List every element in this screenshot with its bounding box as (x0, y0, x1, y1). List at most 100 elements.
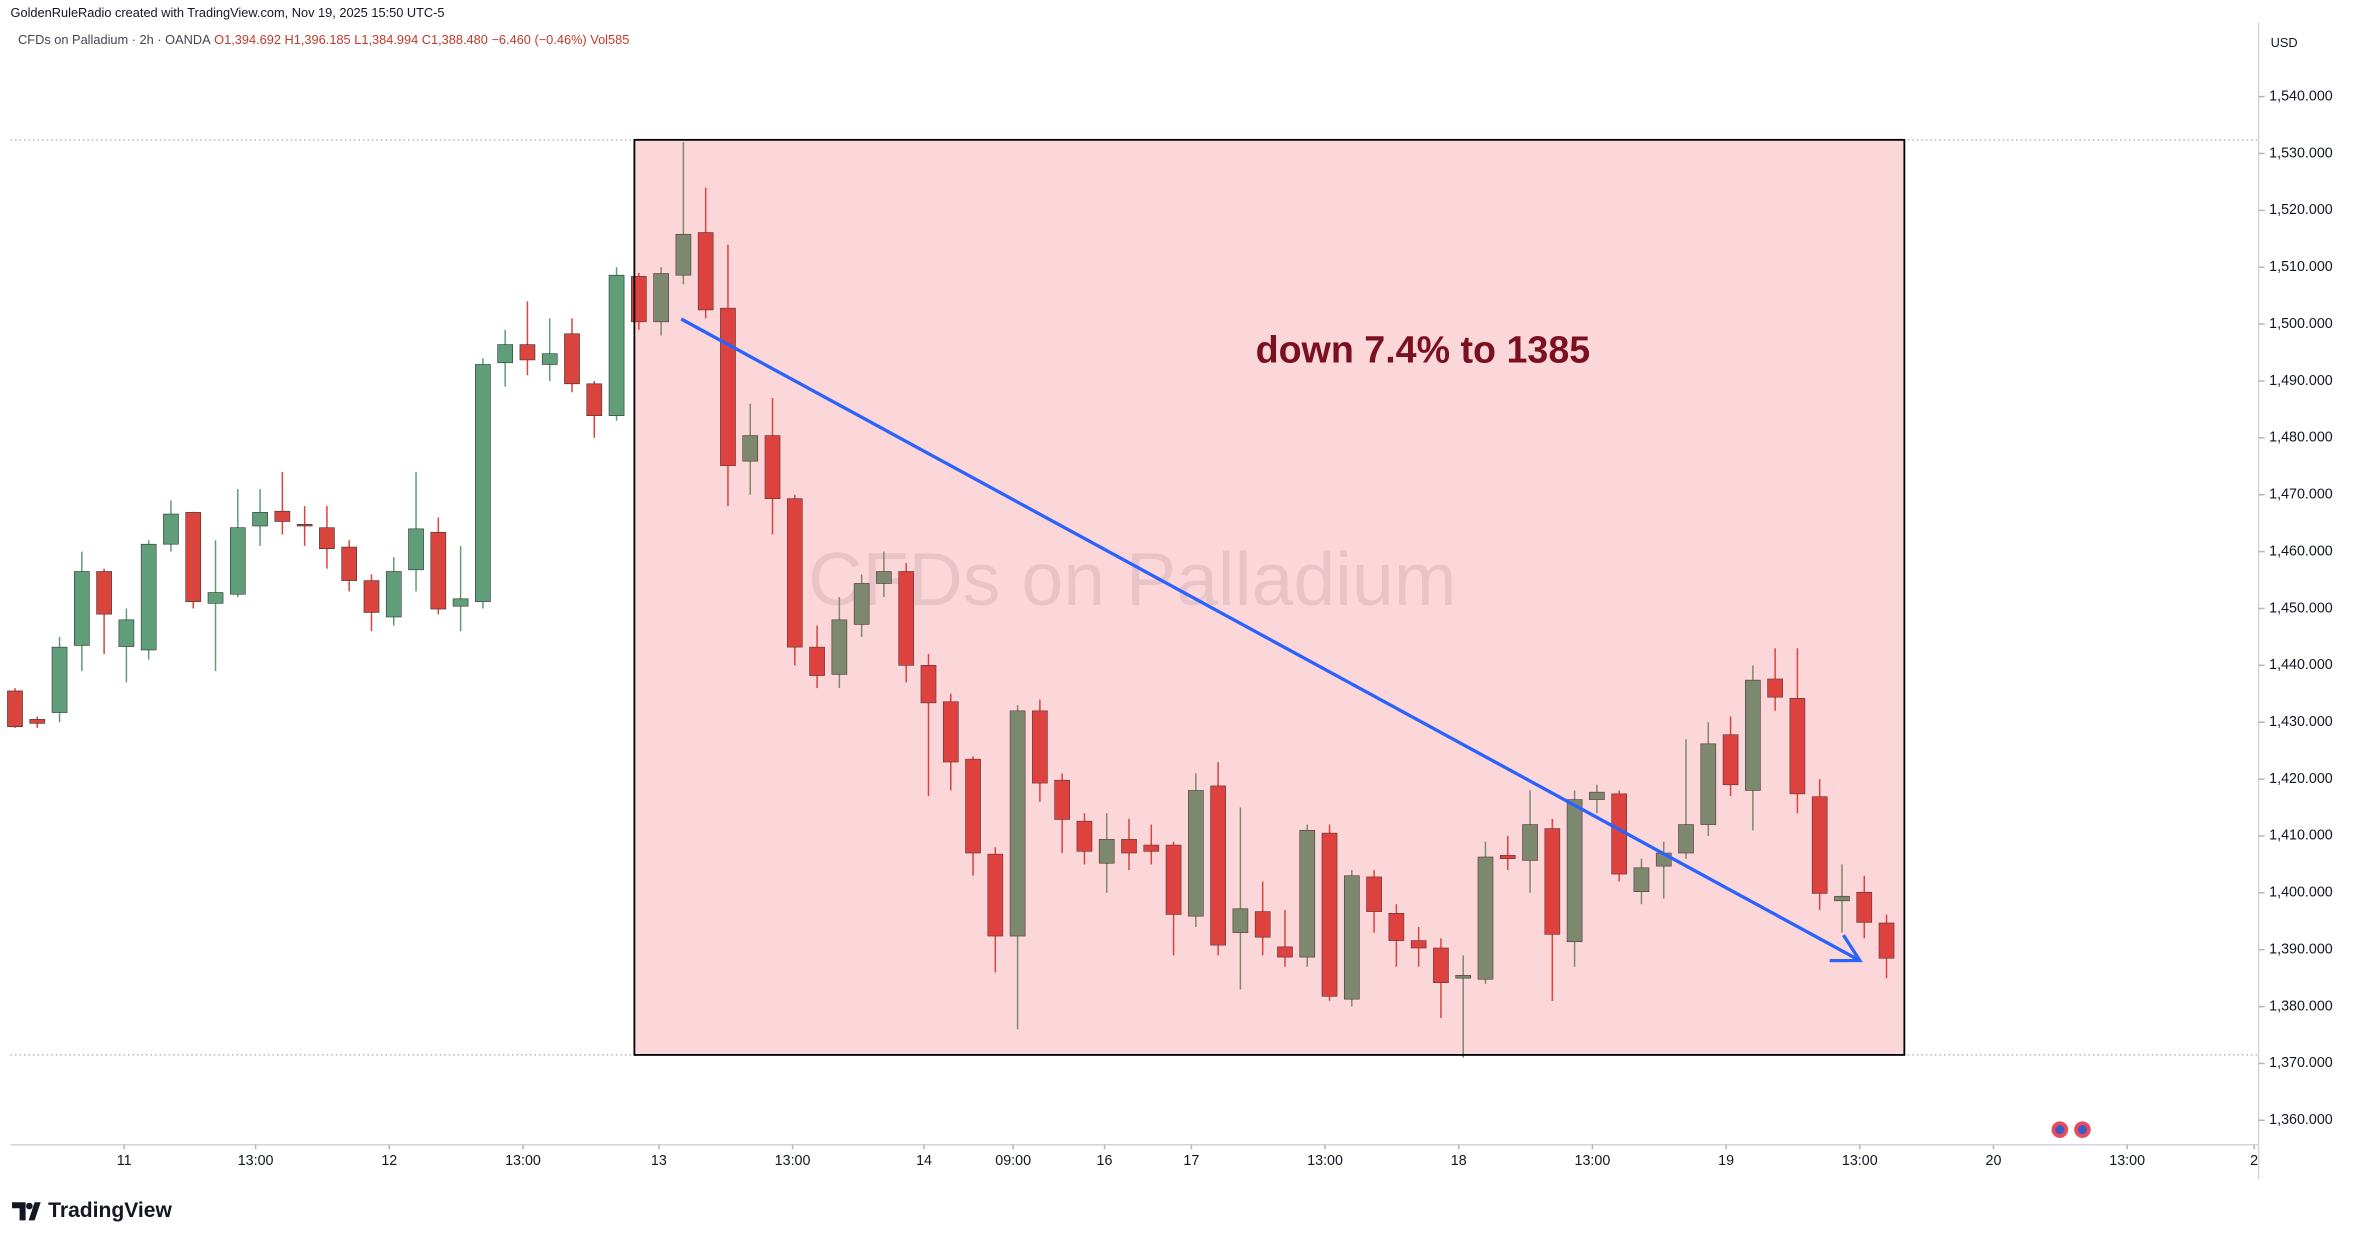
candle-body (1143, 844, 1160, 852)
y-tick-label: 1,460.000 (2269, 543, 2333, 559)
candle-body (96, 571, 112, 615)
candle-body (51, 646, 68, 713)
candle-body (1878, 922, 1895, 959)
candle-body (742, 435, 759, 462)
candle-body (341, 546, 358, 581)
x-tick-label: 13:00 (1307, 1153, 1343, 1169)
candle-body (1589, 791, 1605, 800)
candle-body (1477, 856, 1494, 980)
candle-body (29, 719, 46, 724)
candle-body (1856, 891, 1873, 923)
candle-body (942, 701, 959, 763)
candle-body (920, 665, 937, 704)
candle-body (898, 571, 915, 666)
overlay (10, 138, 2259, 1056)
candle-body (319, 527, 335, 550)
candle-body (252, 512, 268, 527)
candle-body (1410, 940, 1427, 949)
watermark: CFDs on Palladium (808, 537, 1456, 621)
candle-body (163, 513, 179, 545)
candle-body (274, 510, 291, 522)
y-tick-label: 1,400.000 (2269, 885, 2333, 901)
y-tick-label: 1,410.000 (2269, 828, 2333, 844)
y-tick-label: 1,440.000 (2269, 657, 2333, 673)
candle-body (876, 571, 892, 584)
candle-body (1076, 820, 1093, 852)
candle-body (185, 512, 202, 602)
candle-body (786, 498, 803, 648)
candle-body (1811, 796, 1828, 894)
y-tick-label: 1,490.000 (2269, 373, 2333, 389)
x-tick-label: 2 (2250, 1153, 2258, 1169)
candle-body (608, 274, 625, 416)
x-tick-label: 12 (381, 1153, 397, 1169)
y-tick-label: 1,530.000 (2269, 145, 2333, 161)
candle-body (1343, 875, 1360, 1000)
candle-body (1633, 867, 1650, 892)
candle-body (74, 571, 90, 646)
y-tick-label: 1,470.000 (2269, 486, 2333, 502)
symbol: CFDs on Palladium · 2h · OANDA (18, 32, 211, 47)
x-tick-label: 13:00 (238, 1153, 274, 1169)
candle-body (653, 273, 669, 323)
candle-body (1700, 743, 1717, 825)
ohlc-volume: Vol585 (590, 32, 629, 47)
ohlc-open: O1,394.692 (214, 32, 281, 47)
trend-arrow (680, 317, 1861, 962)
candle-body (229, 527, 246, 595)
candle-body (1834, 895, 1850, 902)
candle-body (1165, 844, 1182, 915)
x-tick-label: 13:00 (1842, 1153, 1878, 1169)
candle-body (1433, 947, 1449, 983)
candle-body (207, 592, 224, 604)
candle-body (1455, 974, 1472, 979)
y-tick-label: 1,380.000 (2269, 998, 2333, 1014)
y-tick-label: 1,450.000 (2269, 600, 2333, 616)
candle-body (564, 333, 580, 385)
candle-body (1188, 790, 1204, 917)
brand-logo (12, 1202, 41, 1221)
candle-body (452, 598, 469, 607)
candle-body (475, 364, 491, 602)
candle-body (1210, 785, 1226, 946)
candle-body (1789, 698, 1806, 795)
candle-body (1566, 799, 1583, 943)
legend: CFDs on Palladium · 2h · OANDA O1,394.69… (18, 32, 629, 47)
candle-body (363, 580, 380, 613)
logo-dot (26, 1202, 33, 1210)
y-tick-label: 1,500.000 (2269, 316, 2333, 332)
x-tick-label: 09:00 (995, 1153, 1031, 1169)
credit: GoldenRuleRadio created with TradingView… (11, 5, 445, 20)
y-tick-label: 1,370.000 (2269, 1055, 2333, 1071)
flags (2050, 1119, 2093, 1140)
y-tick-label: 1,390.000 (2269, 941, 2333, 957)
candle-body (965, 758, 981, 854)
candle-body (1054, 779, 1070, 820)
candle-body (140, 543, 157, 651)
candle-body (1544, 828, 1561, 935)
logo-mark (12, 1202, 41, 1221)
candle-body (1522, 824, 1538, 861)
ohlc-close: C1,388.480 (422, 32, 488, 47)
candle-body (1745, 679, 1761, 791)
candle-body (1121, 839, 1137, 854)
candle-body (1032, 710, 1048, 784)
x-tick-label: 13:00 (2109, 1153, 2145, 1169)
x-tick-label: 13:00 (505, 1153, 541, 1169)
candle-body (519, 344, 536, 361)
candle-body (1098, 839, 1115, 864)
candle-body (697, 232, 714, 311)
range-box (633, 138, 1906, 1056)
candle-body (1499, 854, 1516, 860)
candle-body (1277, 946, 1293, 958)
y-tick-label: 1,430.000 (2269, 714, 2333, 730)
x-tick-label: 13 (651, 1153, 667, 1169)
candle-body (1366, 876, 1382, 912)
x-tick-label: 11 (117, 1153, 132, 1169)
x-tick-label: 13:00 (1575, 1153, 1611, 1169)
y-tick-label: 1,510.000 (2269, 259, 2333, 275)
brand: TradingView (48, 1199, 172, 1222)
candle-body (1254, 911, 1271, 938)
